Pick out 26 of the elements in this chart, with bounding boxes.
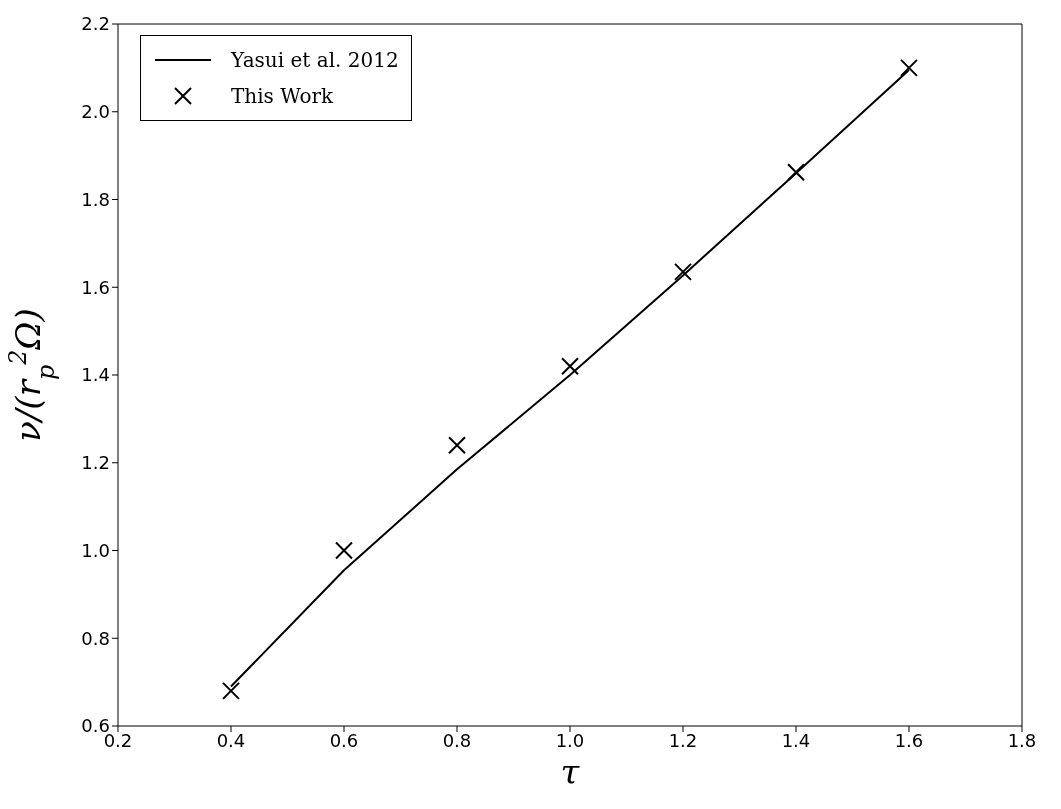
point (222, 681, 240, 700)
x-tick-label: 0.6 (329, 729, 359, 751)
x-axis-title: τ (560, 752, 581, 792)
x-tick-label: 1.6 (894, 729, 924, 751)
x-tick-label: 1.0 (555, 729, 585, 751)
y-tick-label: 1.8 (81, 188, 110, 210)
x-tick-label: 0.4 (216, 729, 246, 751)
point (561, 357, 579, 376)
point (448, 436, 466, 455)
x-tick-label: 1.8 (1007, 729, 1037, 751)
y-tick-label: 0.8 (81, 627, 110, 649)
y-tick-label: 2.2 (81, 13, 110, 35)
x-tick-label: 1.2 (668, 729, 698, 751)
legend-label: This Work (231, 84, 334, 108)
y-tick-label: 1.2 (81, 452, 110, 474)
y-tick-label: 2.0 (81, 101, 110, 123)
legend-label: Yasui et al. 2012 (231, 48, 399, 72)
y-tick-label: 1.4 (81, 364, 110, 386)
point (900, 58, 918, 77)
point (674, 262, 692, 281)
point (787, 163, 805, 182)
x-tick-label: 1.4 (781, 729, 811, 751)
y-tick-label: 1.6 (81, 276, 110, 298)
x-tick-label: 0.8 (442, 729, 472, 751)
point (335, 541, 353, 560)
y-tick-label: 1.0 (81, 539, 110, 561)
